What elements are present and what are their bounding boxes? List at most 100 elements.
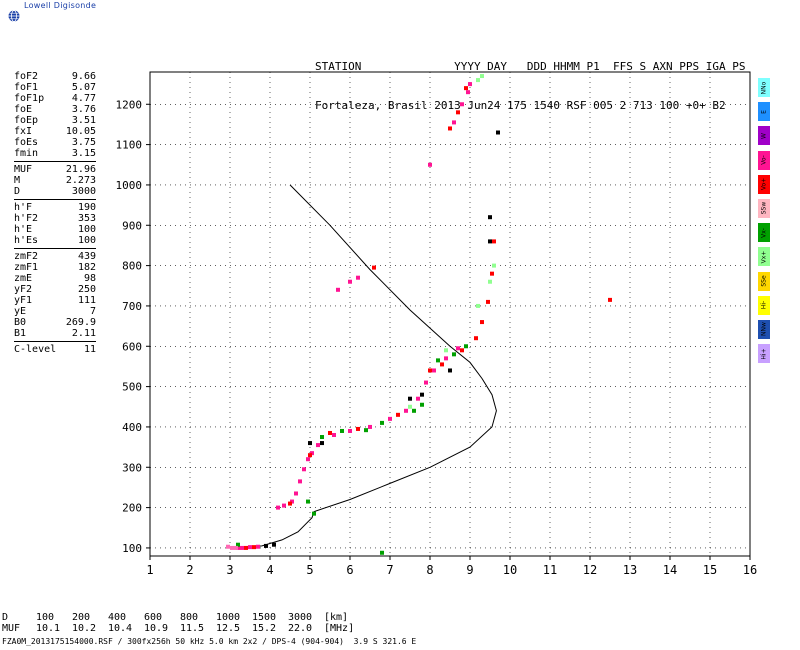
param-row: foF2 9.66 (14, 71, 96, 82)
muf-distance-row: D 100 200 400 600 800 1000 1500 3000 [km] (2, 612, 360, 623)
y-tick-label: 100 (122, 542, 142, 555)
echo-point (428, 162, 432, 167)
param-row: D 3000 (14, 186, 96, 197)
muf-cell: [km] (324, 612, 349, 623)
param-row: zmE 98 (14, 273, 96, 284)
echo-point (306, 499, 310, 504)
echo-point (276, 505, 280, 510)
echo-point (282, 503, 286, 508)
echo-point (424, 380, 428, 385)
param-value: 250 (77, 284, 96, 295)
param-row: foEp 3.51 (14, 115, 96, 126)
x-tick-label: 15 (703, 563, 717, 577)
x-tick-label: 16 (743, 563, 757, 577)
param-name: yF1 (14, 295, 33, 306)
legend-item: Hi+ (758, 344, 770, 364)
echo-point (256, 544, 260, 549)
param-row: fmin 3.15 (14, 148, 96, 159)
echo-point (474, 336, 478, 341)
muf-cell: 10.1 (36, 623, 61, 634)
y-tick-label: 900 (122, 219, 142, 232)
echo-point (248, 545, 252, 550)
param-value: 98 (83, 273, 96, 284)
param-name: yE (14, 306, 27, 317)
echo-point (432, 368, 436, 373)
legend-item: E (758, 102, 770, 122)
echo-point (308, 453, 312, 458)
param-row: h'F2 353 (14, 213, 96, 224)
echo-point (356, 275, 360, 280)
param-row: MUF 21.96 (14, 164, 96, 175)
param-row: foF1 5.07 (14, 82, 96, 93)
y-tick-label: 400 (122, 421, 142, 434)
y-tick-label: 1100 (116, 139, 143, 152)
param-name: h'F (14, 202, 33, 213)
scaled-parameters-panel: foF2 9.66 foF1 5.07 foF1p 4.77 foE 3.76 foEp 3.51… (14, 71, 96, 355)
param-row: yF1 111 (14, 295, 96, 306)
x-tick-label: 1 (146, 563, 153, 577)
echo-point (380, 420, 384, 425)
polarization-legend: NNo E W Vo- Vo+ SSw Vx- Vx+ SSe Hi- NNw Hi+ (758, 78, 771, 368)
y-tick-label: 800 (122, 260, 142, 273)
x-tick-label: 13 (623, 563, 637, 577)
header-labels: STATION YYYY DAY DDD HHMM P1 FFS S AXN P… (315, 60, 746, 73)
echo-point (448, 368, 452, 373)
muf-cell: 800 (180, 612, 199, 623)
echo-point (476, 78, 480, 83)
param-row: h'Es 100 (14, 235, 96, 246)
echo-point (412, 408, 416, 413)
legend-label: Vx- (760, 227, 768, 238)
legend-item: Hi- (758, 295, 770, 315)
param-name: h'F2 (14, 213, 39, 224)
param-value: 353 (77, 213, 96, 224)
param-value: 111 (77, 295, 96, 306)
param-name: MUF (14, 164, 33, 175)
param-name: h'E (14, 224, 33, 235)
muf-cell: 400 (108, 612, 127, 623)
echo-point (492, 239, 496, 244)
echo-point (460, 102, 464, 107)
echo-point (380, 550, 384, 555)
param-row: foE 3.76 (14, 104, 96, 115)
param-row: C-level 11 (14, 344, 96, 355)
param-value: 439 (77, 251, 96, 262)
echo-point (272, 542, 276, 547)
y-tick-label: 500 (122, 381, 142, 394)
echo-point (302, 467, 306, 472)
param-name: fxI (14, 126, 33, 137)
echo-point (364, 428, 368, 433)
echo-point (466, 90, 470, 95)
echo-point (452, 352, 456, 357)
echo-point (336, 287, 340, 292)
x-tick-label: 12 (583, 563, 597, 577)
echo-point (490, 271, 494, 276)
param-name: foF2 (14, 71, 39, 82)
x-tick-label: 10 (503, 563, 517, 577)
echo-point (448, 126, 452, 131)
legend-item: W (758, 126, 770, 146)
legend-label: Vx+ (760, 250, 768, 264)
param-row: yE 7 (14, 306, 96, 317)
echo-point (408, 404, 412, 409)
legend-item: Vo- (758, 150, 770, 170)
echo-point (308, 441, 312, 446)
echo-point (452, 120, 456, 125)
legend-label: NNo (760, 81, 768, 94)
echo-point (288, 501, 292, 506)
param-name: yF2 (14, 284, 33, 295)
x-tick-label: 8 (426, 563, 433, 577)
param-value: 100 (77, 235, 96, 246)
x-tick-label: 7 (386, 563, 393, 577)
echo-point (348, 279, 352, 284)
echo-point (290, 499, 294, 504)
file-footer: FZA0M_2013175154000.RSF / 300fx256h 50 k… (2, 637, 417, 646)
param-value: 3.51 (71, 115, 96, 126)
legend-label: SSw (760, 202, 768, 215)
echo-point (488, 239, 492, 244)
echo-point (396, 412, 400, 417)
legend-item: SSw (758, 198, 770, 218)
echo-point (444, 348, 448, 353)
param-value: 10.05 (65, 126, 96, 137)
param-value: 3.75 (71, 137, 96, 148)
echo-point (294, 491, 298, 496)
